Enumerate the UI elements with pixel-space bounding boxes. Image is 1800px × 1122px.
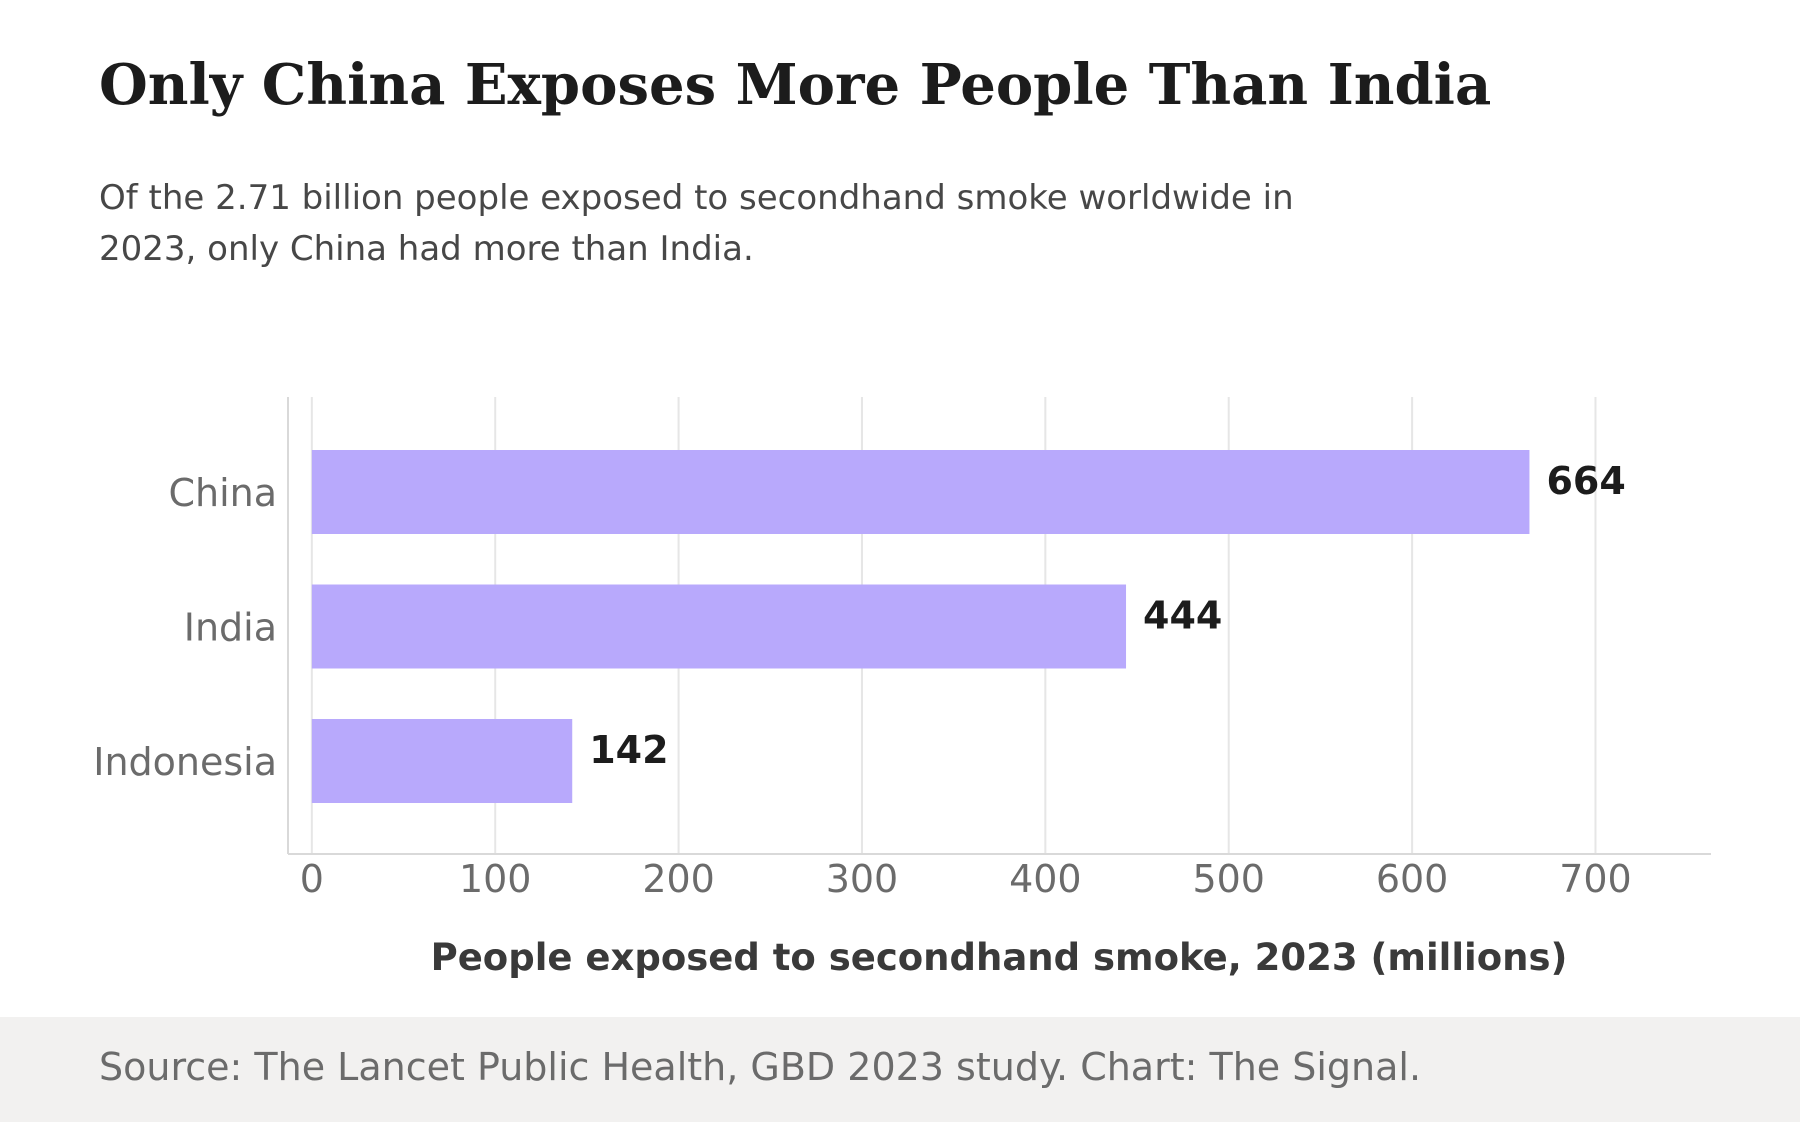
x-tick-label: 600	[1376, 857, 1449, 901]
bars	[311, 450, 1530, 803]
category-label: China	[168, 471, 277, 515]
source-note: Source: The Lancet Public Health, GBD 20…	[99, 1045, 1422, 1089]
x-tick-label: 700	[1559, 857, 1632, 901]
category-label: Indonesia	[93, 740, 277, 784]
category-label: India	[184, 606, 277, 650]
x-tick-label: 0	[300, 857, 324, 901]
footer-band	[0, 1017, 1800, 1122]
x-tick-label: 200	[642, 857, 715, 901]
x-tick-label: 500	[1192, 857, 1265, 901]
bar	[311, 450, 1530, 534]
chart-subtitle: Of the 2.71 billion people exposed to se…	[99, 178, 1294, 269]
value-label: 444	[1143, 594, 1222, 638]
bar-chart: 664 444 142 China India Indonesia 0 100 200 300…	[93, 397, 1711, 979]
value-label: 664	[1546, 459, 1625, 503]
x-tick-label: 100	[459, 857, 532, 901]
chart-title: Only China Exposes More People Than Indi…	[99, 52, 1492, 118]
x-tick-label: 400	[1009, 857, 1082, 901]
bar	[311, 584, 1127, 669]
value-label: 142	[589, 728, 668, 772]
category-labels: China India Indonesia	[93, 471, 277, 784]
x-tick-label: 300	[826, 857, 899, 901]
x-axis-title: People exposed to secondhand smoke, 2023…	[431, 936, 1568, 979]
bar	[311, 719, 573, 803]
value-labels: 664 444 142	[589, 459, 1626, 772]
x-tick-labels: 0 100 200 300 400 500 600 700	[300, 857, 1632, 901]
